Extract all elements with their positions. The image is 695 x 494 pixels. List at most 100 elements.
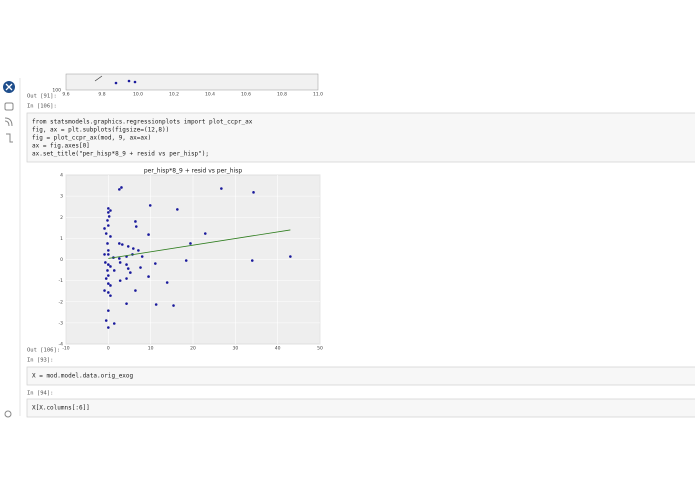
scatter-point xyxy=(120,186,123,189)
scatter-point xyxy=(140,255,144,258)
plot-point xyxy=(114,81,118,85)
scatter-point xyxy=(109,284,112,287)
scatter-point xyxy=(134,220,137,223)
x-tick-label: 0 xyxy=(107,346,110,352)
scatter-point xyxy=(109,209,112,212)
code-line: X = mod.model.data.orig_exog xyxy=(32,373,134,380)
scatter-point xyxy=(107,309,110,312)
tool-icon[interactable] xyxy=(6,133,13,143)
scatter-point xyxy=(106,219,109,222)
scatter-point xyxy=(250,259,254,262)
nav-icon[interactable] xyxy=(4,102,14,111)
y-tick-label: 4 xyxy=(60,173,63,179)
scatter-point xyxy=(118,257,121,260)
scatter-point xyxy=(107,253,110,256)
scatter-point xyxy=(103,289,106,292)
chart-title: per_hisp*8_9 + resid vs per_hisp xyxy=(144,168,243,175)
x-tick-label: 10.4 xyxy=(205,92,215,98)
plot-point xyxy=(127,79,131,83)
scatter-point xyxy=(107,224,110,227)
y-tick-label: -2 xyxy=(59,299,64,305)
code-line: X[X.columns[:6]] xyxy=(32,405,90,412)
scatter-point xyxy=(134,289,137,292)
scatter-point xyxy=(118,188,121,191)
plot-line xyxy=(94,75,103,82)
code-cell[interactable] xyxy=(26,398,695,418)
input-prompt: In [93]: xyxy=(27,358,54,364)
scatter-point xyxy=(104,277,108,280)
input-prompt: In [106]: xyxy=(27,104,57,110)
scatter-point xyxy=(107,291,110,294)
code-cell[interactable] xyxy=(26,366,695,386)
scatter-point xyxy=(107,249,110,252)
scatter-point xyxy=(107,274,110,277)
scatter-point xyxy=(107,326,110,329)
scatter-point xyxy=(103,227,106,230)
output-prompt: Out [91]: xyxy=(27,94,57,100)
plot-area xyxy=(65,73,319,91)
x-tick-label: 9.6 xyxy=(62,92,69,98)
scatter-point xyxy=(134,225,138,228)
x-tick-label: 50 xyxy=(317,346,323,352)
scatter-point xyxy=(118,279,122,282)
input-prompt: In [94]: xyxy=(27,391,54,397)
scatter-point xyxy=(103,253,106,256)
code-line: from statsmodels.graphics.regressionplot… xyxy=(32,119,253,126)
scatter-point xyxy=(126,267,130,270)
feed-icon[interactable] xyxy=(4,117,13,127)
scatter-point xyxy=(137,249,140,252)
x-tick-label: 9.8 xyxy=(98,92,105,98)
scatter-point xyxy=(189,242,192,245)
scatter-point xyxy=(112,269,116,272)
x-tick-label: 11.0 xyxy=(313,92,323,98)
scatter-point xyxy=(107,215,111,218)
scatter-point xyxy=(121,243,124,246)
x-tick-label: 10.2 xyxy=(169,92,179,98)
plot-point xyxy=(133,80,137,84)
scatter-point xyxy=(139,266,142,269)
x-tick-label: 20 xyxy=(190,346,196,352)
code-line: fig = plot_ccpr_ax(mod, 9, ax=ax) xyxy=(32,135,151,142)
scatter-point xyxy=(147,233,150,236)
y-tick-label: -3 xyxy=(59,320,64,326)
scatter-point xyxy=(107,263,110,266)
scatter-point xyxy=(107,211,110,214)
scatter-point xyxy=(132,247,135,250)
logo-mark xyxy=(5,83,13,91)
scatter-point xyxy=(118,261,122,264)
settings-icon[interactable] xyxy=(4,410,12,418)
scatter-point xyxy=(109,294,112,297)
scatter-point xyxy=(109,265,112,268)
scatter-point xyxy=(109,235,112,238)
scatter-point xyxy=(106,269,109,272)
code-cell[interactable] xyxy=(26,112,695,163)
y-tick-label: 100 xyxy=(52,88,61,94)
y-tick-label: 3 xyxy=(60,194,63,200)
y-tick-label: -4 xyxy=(59,342,64,348)
x-tick-label: -10 xyxy=(62,346,69,352)
scatter-point xyxy=(104,319,108,322)
scatter-point xyxy=(106,242,109,245)
scatter-point xyxy=(154,262,157,265)
scatter-point xyxy=(104,261,107,264)
scatter-point xyxy=(125,302,128,305)
x-tick-label: 10 xyxy=(148,346,154,352)
y-tick-label: 2 xyxy=(60,215,63,221)
scatter-point xyxy=(203,232,207,235)
y-tick-label: 1 xyxy=(60,236,63,242)
scatter-point xyxy=(147,275,150,278)
scatter-point xyxy=(252,191,255,194)
x-tick-label: 10.0 xyxy=(133,92,143,98)
scatter-point xyxy=(104,232,108,235)
scatter-point xyxy=(118,242,121,245)
scatter-point xyxy=(184,259,188,262)
y-tick-label: 0 xyxy=(60,257,63,263)
fit-line xyxy=(108,229,291,259)
code-line: fig, ax = plt.subplots(figsize=(12,8)) xyxy=(32,127,169,134)
x-tick-label: 40 xyxy=(275,346,281,352)
x-tick-label: 10.6 xyxy=(241,92,251,98)
code-line: ax = fig.axes[0] xyxy=(32,143,90,150)
previous-plot: 100 xyxy=(52,73,319,94)
scatter-point xyxy=(107,282,110,285)
scatter-point xyxy=(165,281,169,284)
